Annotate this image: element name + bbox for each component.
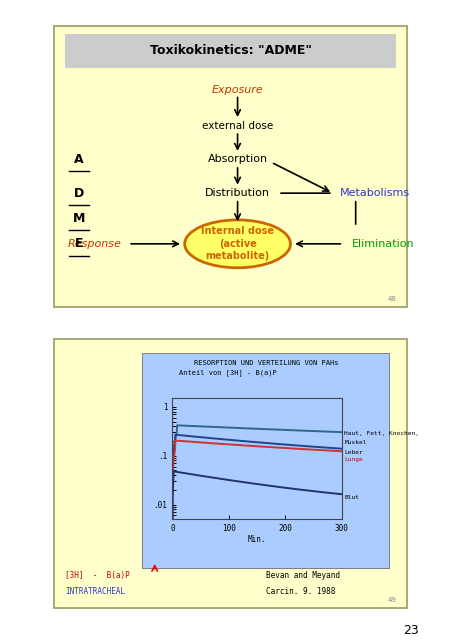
FancyBboxPatch shape (142, 353, 388, 568)
Text: Internal dose
(active
metabolite): Internal dose (active metabolite) (201, 227, 273, 261)
Text: INTRATRACHEAL: INTRATRACHEAL (64, 588, 124, 596)
Text: Exposure: Exposure (211, 85, 263, 95)
FancyBboxPatch shape (64, 34, 396, 68)
Text: external dose: external dose (202, 120, 272, 131)
Text: E: E (74, 237, 83, 250)
Text: Haut, Fett, Knochen,: Haut, Fett, Knochen, (344, 431, 419, 436)
X-axis label: Min.: Min. (247, 534, 266, 543)
Text: Anteil von [3H] - B(a)P: Anteil von [3H] - B(a)P (179, 369, 276, 376)
Ellipse shape (184, 220, 290, 268)
Text: Muskel: Muskel (344, 440, 366, 445)
Text: 48: 48 (387, 296, 396, 301)
Text: Distribution: Distribution (205, 188, 270, 198)
Text: Toxikokinetics: "ADME": Toxikokinetics: "ADME" (149, 44, 311, 58)
Text: M: M (73, 212, 85, 225)
Text: Leber: Leber (344, 451, 362, 455)
FancyBboxPatch shape (54, 26, 406, 307)
Text: RESORPTION UND VERTEILUNG VON PAHs: RESORPTION UND VERTEILUNG VON PAHs (193, 360, 337, 366)
Text: Absorption: Absorption (207, 154, 267, 164)
Text: [3H]  -  B(a)P: [3H] - B(a)P (64, 572, 129, 580)
Text: 49: 49 (387, 596, 396, 603)
Text: Carcin. 9. 1988: Carcin. 9. 1988 (265, 588, 334, 596)
Text: Metabolisms: Metabolisms (339, 188, 409, 198)
Text: Lunge: Lunge (344, 458, 362, 463)
Text: Bevan and Meyand: Bevan and Meyand (265, 572, 339, 580)
Text: 23: 23 (403, 624, 418, 637)
Text: D: D (74, 187, 84, 200)
Text: Blut: Blut (344, 495, 359, 500)
Text: Elimination: Elimination (351, 239, 414, 249)
FancyBboxPatch shape (54, 339, 406, 608)
Text: Response: Response (67, 239, 121, 249)
Text: A: A (74, 153, 83, 166)
